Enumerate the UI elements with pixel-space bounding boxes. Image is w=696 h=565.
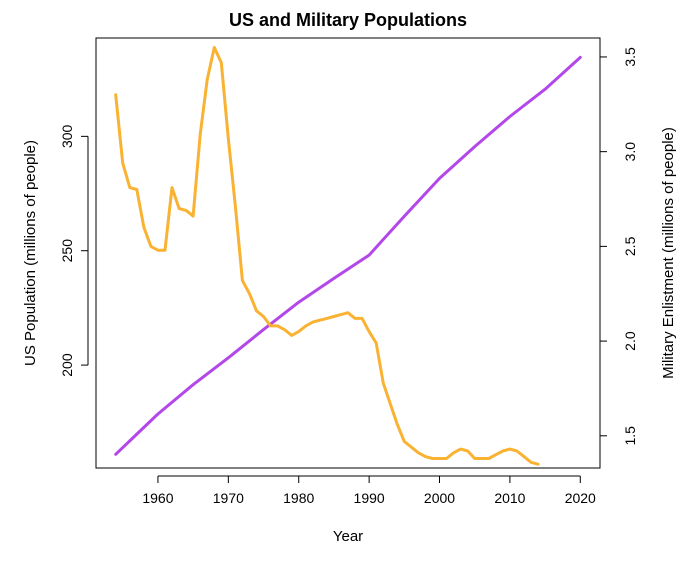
y-left-tick-label: 300 <box>59 124 75 148</box>
x-tick-label: 1960 <box>142 490 173 506</box>
military-enlistment-line <box>114 46 540 466</box>
y-axis-left: 200 250 300 <box>59 124 89 377</box>
x-axis-label: Year <box>333 528 363 545</box>
x-axis: 1960 1970 1980 1990 2000 2010 2020 <box>142 475 596 506</box>
chart-title: US and Military Populations <box>229 10 467 30</box>
y-axis-left-label: US Population (millions of people) <box>22 140 39 366</box>
y-left-tick-label: 250 <box>59 239 75 263</box>
y-right-tick-label: 3.0 <box>622 142 638 162</box>
x-tick-label: 1990 <box>354 490 385 506</box>
series-layer <box>114 46 582 466</box>
y-left-tick-label: 200 <box>59 353 75 377</box>
x-tick-label: 2000 <box>424 490 455 506</box>
x-tick-label: 1980 <box>283 490 314 506</box>
us-population-line <box>114 55 582 456</box>
y-right-tick-label: 2.5 <box>622 236 638 256</box>
x-tick-label: 2020 <box>565 490 596 506</box>
x-tick-label: 1970 <box>213 490 244 506</box>
x-tick-label: 2010 <box>494 490 525 506</box>
y-right-tick-label: 1.5 <box>622 426 638 446</box>
y-axis-right: 1.5 2.0 2.5 3.0 3.5 <box>599 47 638 446</box>
y-right-tick-label: 2.0 <box>622 331 638 351</box>
y-axis-right-label: Military Enlistment (millions of people) <box>660 127 677 379</box>
y-right-tick-label: 3.5 <box>622 47 638 67</box>
